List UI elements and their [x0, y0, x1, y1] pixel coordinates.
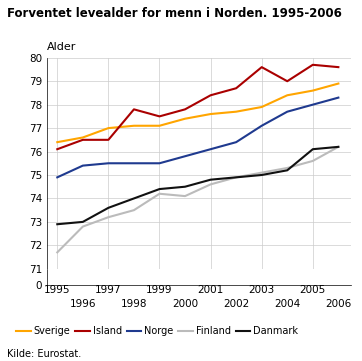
Danmark [55, 222, 59, 226]
Line: Island: Island [57, 65, 338, 149]
Danmark [81, 220, 85, 224]
Finland [132, 208, 136, 212]
Island [106, 138, 110, 142]
Finland [81, 225, 85, 229]
Sverige [311, 88, 315, 93]
Finland [183, 194, 187, 198]
Sverige [132, 123, 136, 128]
Island [285, 79, 290, 83]
Danmark [285, 168, 290, 173]
Norge [234, 140, 238, 144]
Norge [183, 154, 187, 158]
Norge [157, 161, 162, 165]
Sverige [234, 109, 238, 114]
Danmark [183, 184, 187, 189]
Island [183, 107, 187, 112]
Text: Forventet levealder for menn i Norden. 1995-2006: Forventet levealder for menn i Norden. 1… [7, 7, 342, 20]
Finland [157, 192, 162, 196]
Finland [55, 250, 59, 255]
Line: Finland: Finland [57, 147, 338, 252]
Finland [336, 145, 341, 149]
Line: Norge: Norge [57, 97, 338, 177]
Sverige [336, 81, 341, 86]
Norge [55, 175, 59, 179]
Sverige [81, 135, 85, 140]
Norge [311, 103, 315, 107]
Sverige [55, 140, 59, 144]
Text: Alder: Alder [47, 42, 76, 52]
Sverige [285, 93, 290, 97]
Danmark [106, 206, 110, 210]
Norge [260, 123, 264, 128]
Danmark [157, 187, 162, 191]
Danmark [260, 173, 264, 177]
Norge [209, 147, 213, 151]
Norge [336, 95, 341, 100]
Sverige [157, 123, 162, 128]
Norge [132, 161, 136, 165]
Danmark [311, 147, 315, 151]
Island [55, 147, 59, 151]
Norge [81, 164, 85, 168]
Norge [106, 161, 110, 165]
Island [209, 93, 213, 97]
Sverige [209, 112, 213, 116]
Danmark [209, 178, 213, 182]
Danmark [234, 175, 238, 179]
Island [234, 86, 238, 90]
Line: Danmark: Danmark [57, 147, 338, 224]
Island [157, 114, 162, 118]
Island [260, 65, 264, 69]
Finland [234, 175, 238, 179]
Finland [260, 170, 264, 175]
Sverige [183, 117, 187, 121]
Danmark [336, 145, 341, 149]
Sverige [106, 126, 110, 130]
Island [336, 65, 341, 69]
Finland [285, 166, 290, 170]
Finland [106, 215, 110, 219]
Norge [285, 109, 290, 114]
Danmark [132, 196, 136, 201]
Sverige [260, 105, 264, 109]
Island [311, 62, 315, 67]
Island [132, 107, 136, 112]
Finland [209, 182, 213, 187]
Line: Sverige: Sverige [57, 83, 338, 142]
Legend: Sverige, Island, Norge, Finland, Danmark: Sverige, Island, Norge, Finland, Danmark [12, 322, 302, 340]
Island [81, 138, 85, 142]
Text: Kilde: Eurostat.: Kilde: Eurostat. [7, 349, 81, 359]
Finland [311, 159, 315, 163]
